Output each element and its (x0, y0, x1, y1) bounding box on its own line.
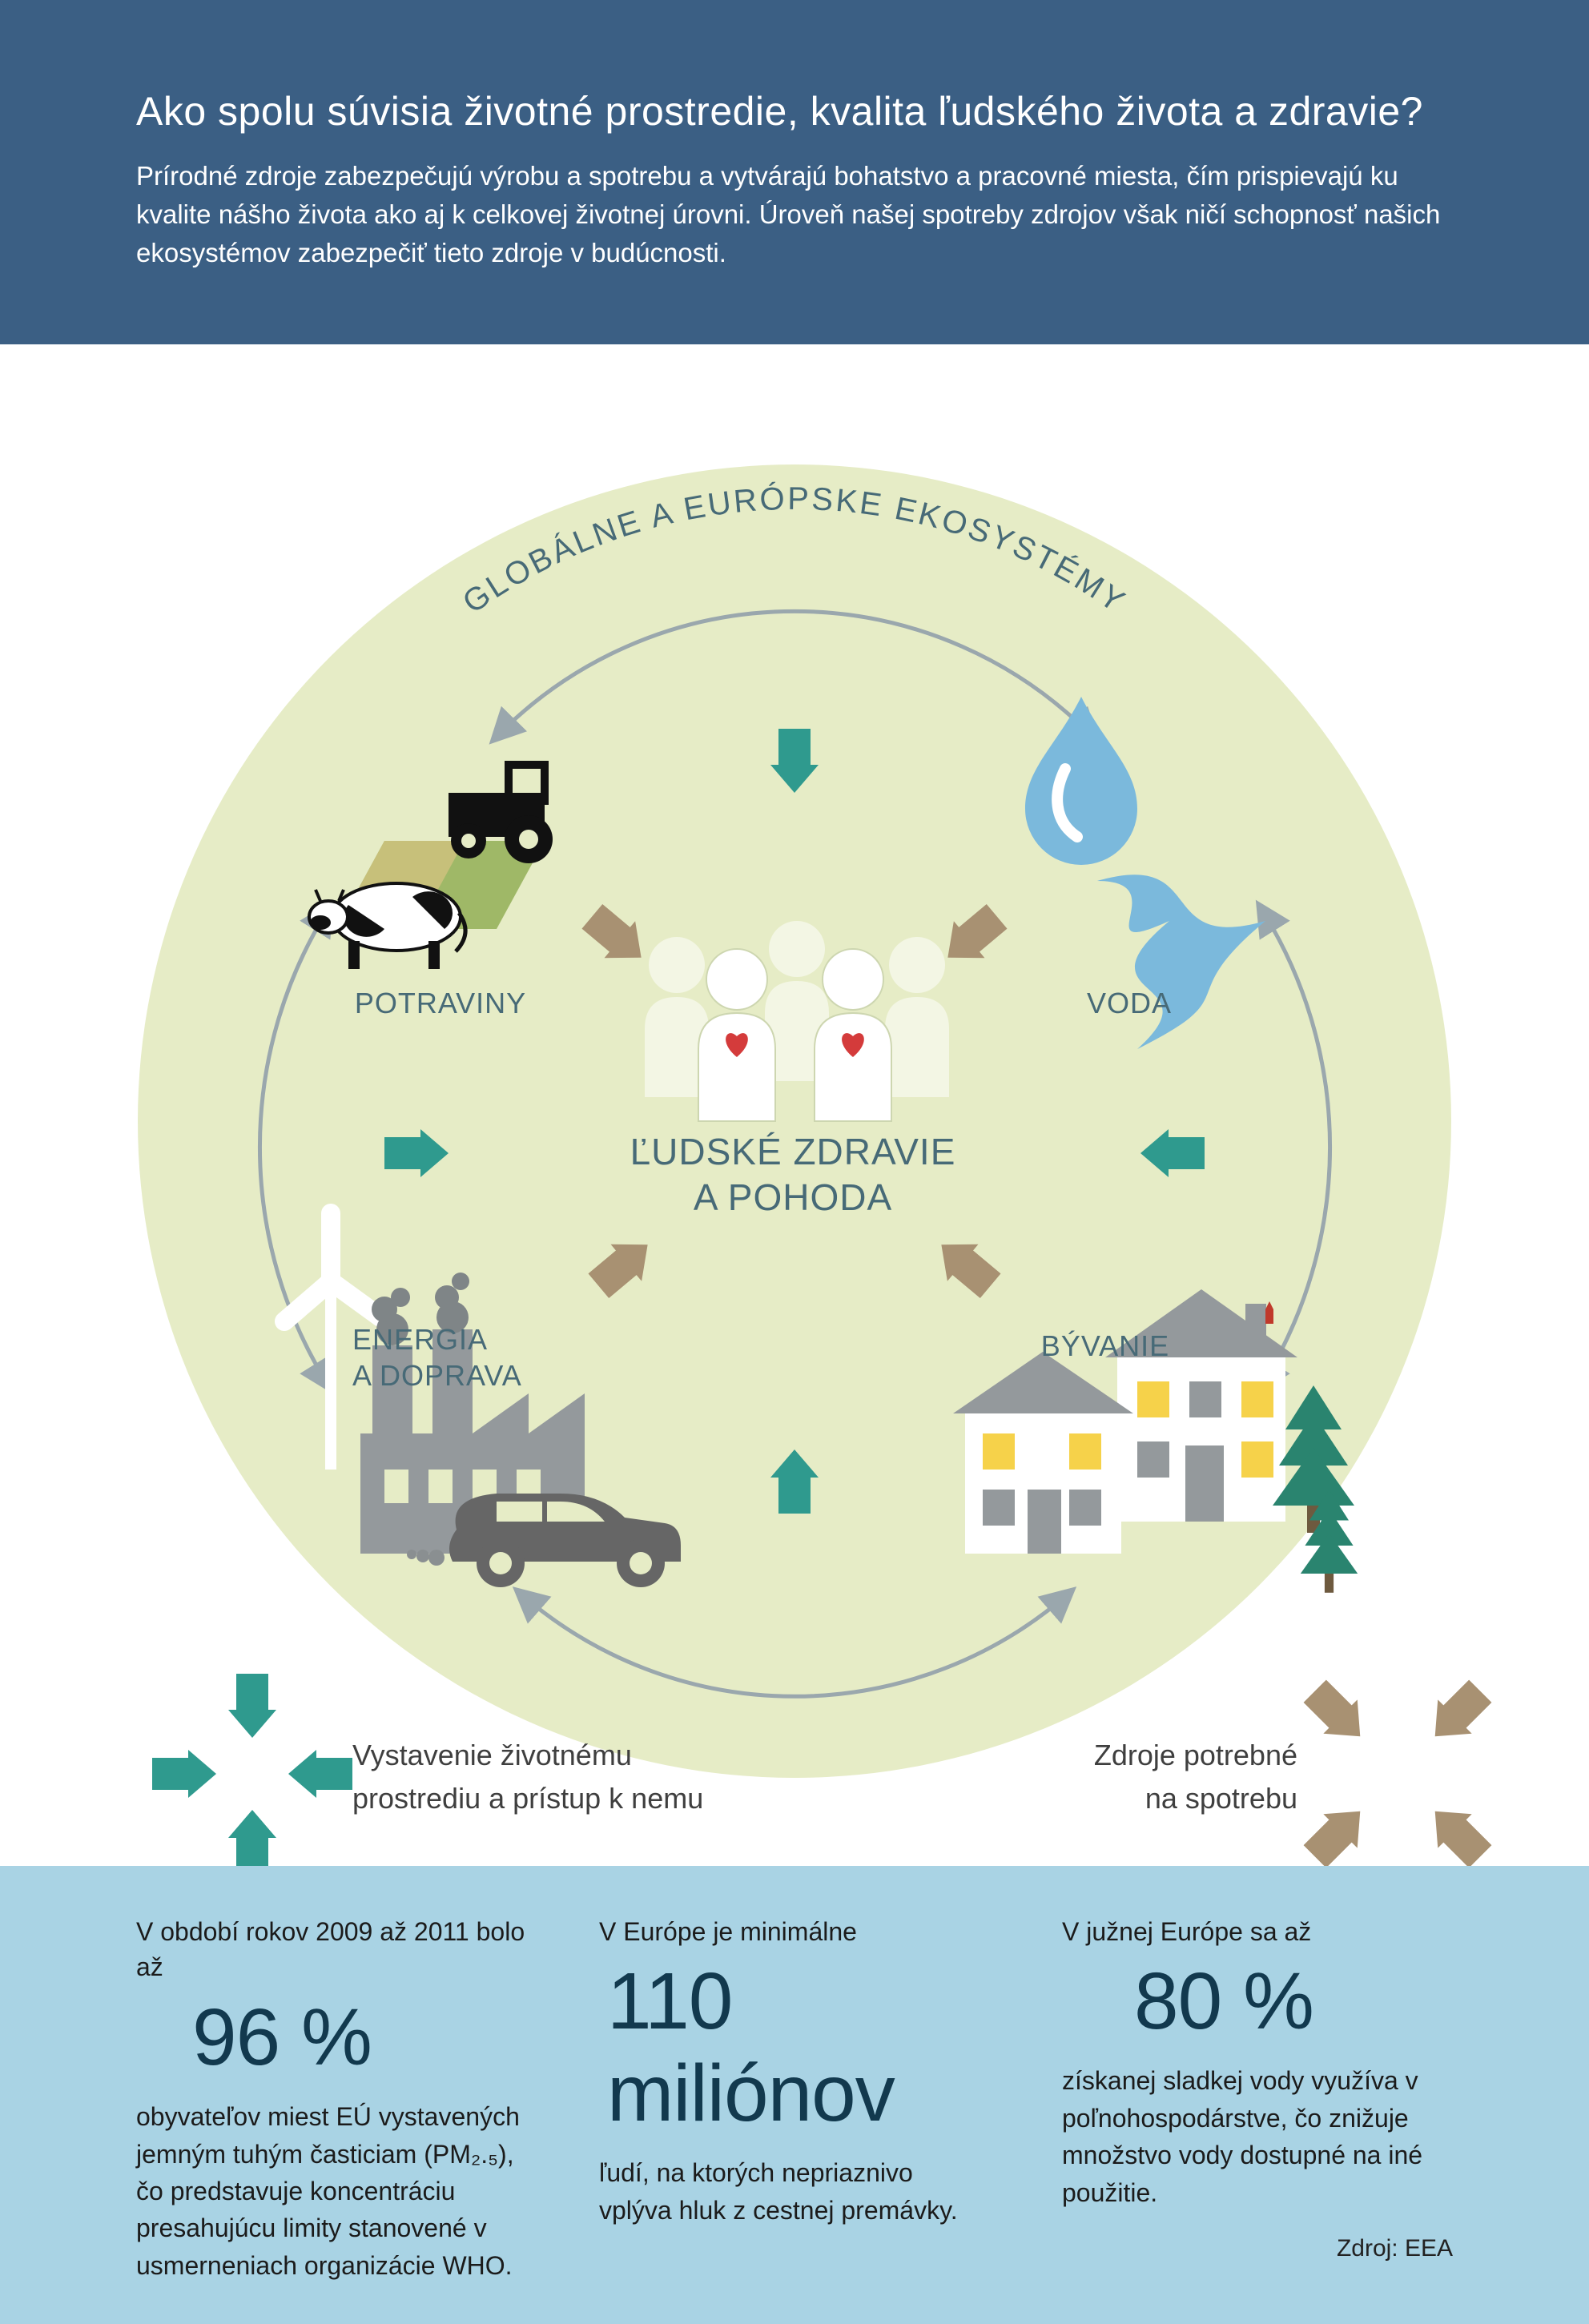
stat-lead: V období rokov 2009 až 2011 bolo až (136, 1914, 527, 1986)
label-energy: ENERGIAA DOPRAVA (352, 1321, 561, 1393)
header-banner: Ako spolu súvisia životné prostredie, kv… (0, 0, 1589, 344)
legend-right: Zdroje potrebnéna spotrebu (1009, 1734, 1297, 1820)
legend-teal-arrows (152, 1674, 352, 1866)
stat-trail: obyvateľov miest EÚ vystavených jemným t… (136, 2098, 527, 2284)
stat-value: 80 % (1062, 1949, 1453, 2062)
label-center: ĽUDSKÉ ZDRAVIEA POHODA (553, 1129, 1033, 1221)
page-title: Ako spolu súvisia životné prostredie, kv… (136, 88, 1453, 135)
stat-water: V južnej Európe sa až 80 % získanej slad… (1062, 1914, 1453, 2285)
stat-value: 96 % (136, 1985, 527, 2098)
page-subtitle: Prírodné zdroje zabezpečujú výrobu a spo… (136, 157, 1450, 272)
stat-lead: V južnej Európe sa až (1062, 1914, 1453, 1950)
stat-lead: V Európe je minimálne (599, 1914, 990, 1950)
label-housing: BÝVANIE (1025, 1328, 1185, 1364)
stat-noise: V Európe je minimálne 110 miliónov ľudí,… (599, 1914, 990, 2285)
stats-band: V období rokov 2009 až 2011 bolo až 96 %… (0, 1866, 1589, 2324)
label-water: VODA (1065, 985, 1193, 1021)
diagram-svg: GLOBÁLNE A EURÓPSKE EKOSYSTÉMY (0, 344, 1589, 1866)
legend-tan-arrows (1298, 1674, 1498, 1865)
label-food: POTRAVINY (344, 985, 537, 1021)
stat-value: 110 miliónov (599, 1949, 990, 2154)
stat-pm25: V období rokov 2009 až 2011 bolo až 96 %… (136, 1914, 527, 2285)
stat-trail: ľudí, na ktorých nepriaznivo vplýva hluk… (599, 2154, 990, 2229)
legend-left: Vystavenie životnémuprostrediu a prístup… (352, 1734, 769, 1820)
stats-source: Zdroj: EEA (1062, 2211, 1453, 2262)
ecosystem-diagram: GLOBÁLNE A EURÓPSKE EKOSYSTÉMY (0, 344, 1589, 1866)
stat-trail: získanej sladkej vody využíva v poľnohos… (1062, 2062, 1453, 2211)
